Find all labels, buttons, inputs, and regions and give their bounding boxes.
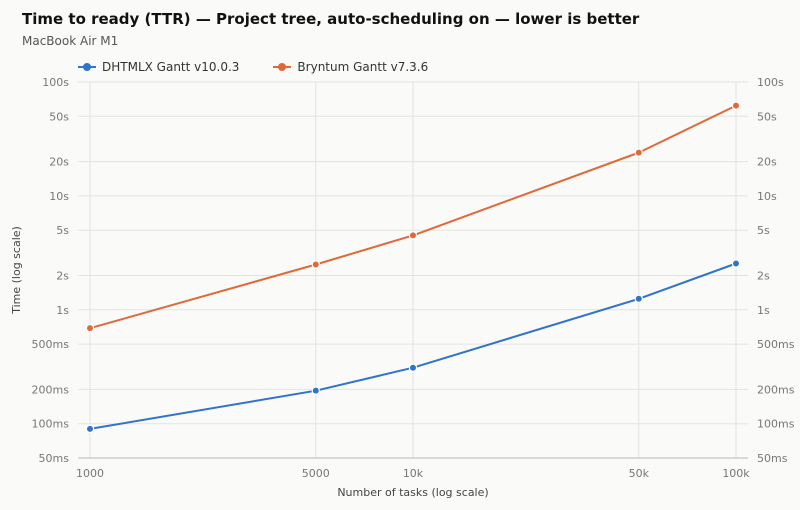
y-tick-label-right: 10s [757, 190, 777, 203]
y-tick-label-left: 100ms [32, 418, 70, 431]
chart-subtitle: MacBook Air M1 [22, 34, 119, 48]
y-tick-label-left: 200ms [32, 383, 70, 396]
x-tick-label: 100k [722, 467, 750, 480]
data-point-bryntum [634, 148, 643, 157]
y-tick-label-left: 10s [49, 190, 69, 203]
x-tick-label: 5000 [302, 467, 330, 480]
legend-item-dhtmlx[interactable]: DHTMLX Gantt v10.0.3 [78, 60, 239, 74]
legend: DHTMLX Gantt v10.0.3 Bryntum Gantt v7.3.… [78, 60, 428, 74]
data-point-bryntum [85, 323, 95, 333]
legend-swatch-bryntum [273, 62, 292, 72]
grid [78, 81, 748, 459]
y-tick-label-right: 500ms [757, 338, 795, 351]
y-tick-label-left: 2s [56, 270, 69, 283]
y-tick-label-right: 100ms [757, 418, 795, 431]
data-point-dhtmlx [634, 294, 643, 303]
y-tick-label-right: 100s [757, 76, 784, 89]
legend-dot-dhtmlx [83, 63, 91, 71]
data-point-bryntum [408, 231, 418, 240]
x-axis-title: Number of tasks (log scale) [337, 486, 488, 499]
legend-label-dhtmlx: DHTMLX Gantt v10.0.3 [102, 60, 240, 74]
chart-title: Time to ready (TTR) — Project tree, auto… [22, 10, 640, 28]
y-tick-label-right: 20s [757, 156, 777, 169]
y-tick-label-left: 5s [56, 224, 69, 237]
y-tick-label-left: 500ms [32, 338, 70, 351]
y-tick-label-right: 2s [757, 270, 770, 283]
y-tick-label-right: 200ms [757, 383, 795, 396]
y-tick-label-right: 50s [757, 110, 777, 123]
x-tick-label: 10k [403, 467, 424, 480]
legend-dot-bryntum [278, 63, 287, 71]
data-point-dhtmlx [731, 259, 741, 268]
y-tick-label-left: 100s [42, 76, 69, 89]
x-tick-label: 1000 [76, 467, 104, 480]
y-axis-title: Time (log scale) [10, 226, 23, 315]
y-tick-label-left: 1s [56, 304, 69, 317]
legend-swatch-dhtmlx [78, 62, 96, 72]
y-tick-label-left: 20s [49, 156, 69, 169]
data-point-dhtmlx [85, 424, 95, 434]
legend-item-bryntum[interactable]: Bryntum Gantt v7.3.6 [273, 60, 428, 74]
tick-labels: 50ms 50ms 100ms 100ms 200ms 200ms 500ms 500ms 1s… [10, 76, 795, 499]
y-tick-label-left: 50s [49, 110, 69, 123]
y-tick-label-right: 1s [757, 304, 770, 317]
y-tick-label-left: 50ms [39, 452, 70, 465]
legend-label-bryntum: Bryntum Gantt v7.3.6 [297, 60, 429, 74]
data-point-dhtmlx [408, 363, 418, 372]
data-point-bryntum [311, 260, 320, 269]
data-point-bryntum [731, 101, 741, 110]
series-points [85, 101, 741, 434]
x-tick-label: 50k [629, 467, 650, 480]
y-tick-label-right: 50ms [757, 452, 788, 465]
data-point-dhtmlx [311, 386, 320, 395]
y-tick-label-right: 5s [757, 224, 770, 237]
